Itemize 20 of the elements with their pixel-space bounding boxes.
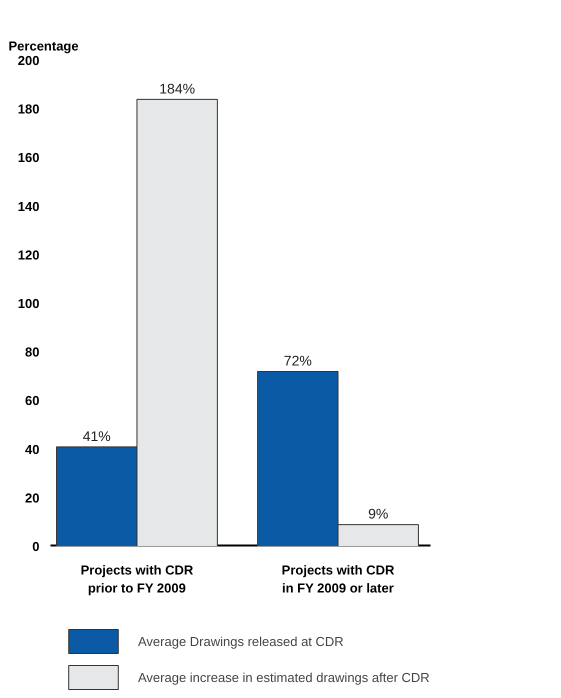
y-tick-label: 80 [25,344,40,360]
data-label: 9% [368,506,388,522]
legend-label: Average increase in estimated drawings after CDR [138,670,430,684]
data-label: 72% [284,352,312,369]
y-tick-label: 60 [25,393,40,408]
y-tick-label: 0 [32,539,40,554]
data-label: 184% [159,80,196,96]
y-tick-label: 140 [18,198,40,214]
y-tick-label: 200 [18,53,40,68]
y-tick-label: 40 [25,442,40,457]
x-tick-label: Projects with CDR in FY 2009 or later [282,562,395,596]
y-axis-title: Percentage [8,38,79,54]
y-tick-label: 160 [18,150,40,166]
y-tick-label: 120 [18,247,40,262]
x-tick-label: Projects with CDR prior to FY 2009 [80,562,194,596]
y-tick-label: 20 [25,490,40,506]
legend-label: Average Drawings released at CDR [138,634,344,648]
data-label: 41% [82,428,111,444]
y-tick-label: 100 [18,296,40,311]
y-tick-label: 180 [18,102,40,117]
